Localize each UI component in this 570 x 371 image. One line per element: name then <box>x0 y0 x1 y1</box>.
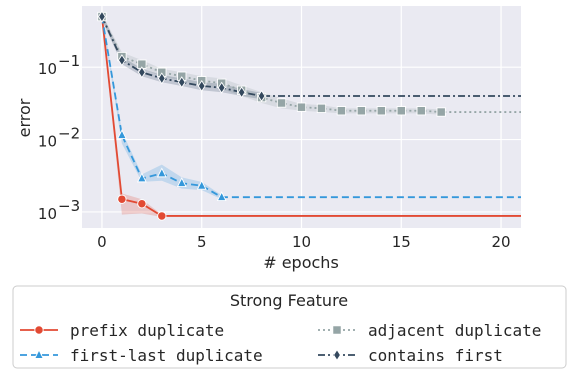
data-point <box>137 66 146 79</box>
data-point <box>197 79 206 92</box>
y-tick-exponent: −2 <box>58 125 80 143</box>
x-tick-label: 20 <box>491 233 510 251</box>
data-point <box>157 211 167 221</box>
legend-entry-label: first-last duplicate <box>70 346 263 365</box>
legend-swatch-marker <box>34 348 44 359</box>
data-point <box>156 167 167 178</box>
data-point <box>296 102 307 112</box>
data-point <box>217 81 226 94</box>
y-tick-label: 10 <box>38 205 57 223</box>
data-point <box>137 199 147 209</box>
legend-frame <box>12 285 567 369</box>
x-tick-label: 0 <box>97 233 107 251</box>
x-tick-label: 5 <box>197 233 207 251</box>
legend-entry-label: adjacent duplicate <box>368 321 541 340</box>
legend-title: Strong Feature <box>230 291 348 310</box>
y-tick-exponent: −3 <box>58 197 80 215</box>
y-tick-label: 10 <box>38 60 57 78</box>
y-axis-label: error <box>15 98 34 137</box>
data-point <box>216 191 227 202</box>
legend: Strong Feature prefix duplicate first-las… <box>12 285 567 369</box>
data-point <box>117 54 126 67</box>
data-point <box>116 129 127 140</box>
data-point <box>98 10 106 23</box>
y-tick-label: 10 <box>38 133 57 151</box>
data-point <box>356 106 367 116</box>
data-point <box>416 106 426 116</box>
legend-swatch-marker <box>333 348 341 362</box>
x-axis-label: # epochs <box>263 253 339 272</box>
data-point <box>176 177 187 187</box>
data-point <box>276 98 287 108</box>
data-point <box>196 179 207 190</box>
data-point <box>136 172 147 183</box>
data-point <box>436 107 446 117</box>
x-tick-label: 10 <box>292 233 311 251</box>
data-point <box>396 106 406 116</box>
legend-entry-label: contains first <box>368 346 503 365</box>
data-point <box>177 76 186 89</box>
data-point <box>376 106 386 116</box>
data-point <box>157 72 166 85</box>
data-point <box>117 194 127 204</box>
data-point <box>336 106 347 116</box>
series-line <box>101 16 521 97</box>
y-tick-exponent: −1 <box>58 52 80 70</box>
data-point <box>316 103 327 113</box>
legend-swatch-marker <box>34 325 44 335</box>
data-point <box>257 89 266 102</box>
legend-swatch-marker <box>332 325 342 335</box>
legend-entry-label: prefix duplicate <box>70 321 224 340</box>
x-tick-label: 15 <box>392 233 411 251</box>
data-point <box>237 86 246 99</box>
series-line <box>101 16 521 199</box>
